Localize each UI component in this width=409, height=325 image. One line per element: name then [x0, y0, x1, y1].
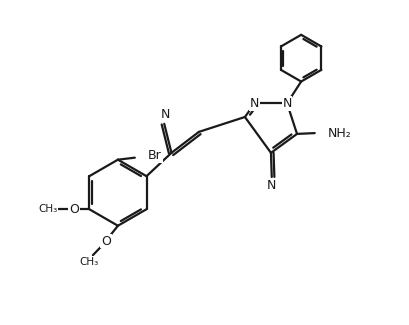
Text: CH₃: CH₃ — [79, 257, 99, 267]
Text: O: O — [101, 235, 111, 248]
Text: N: N — [267, 179, 276, 192]
Text: NH₂: NH₂ — [328, 127, 352, 140]
Text: N: N — [250, 97, 260, 110]
Text: Br: Br — [148, 149, 162, 162]
Text: O: O — [69, 203, 79, 216]
Text: CH₃: CH₃ — [38, 204, 57, 214]
Text: N: N — [282, 97, 292, 110]
Text: N: N — [160, 109, 170, 122]
